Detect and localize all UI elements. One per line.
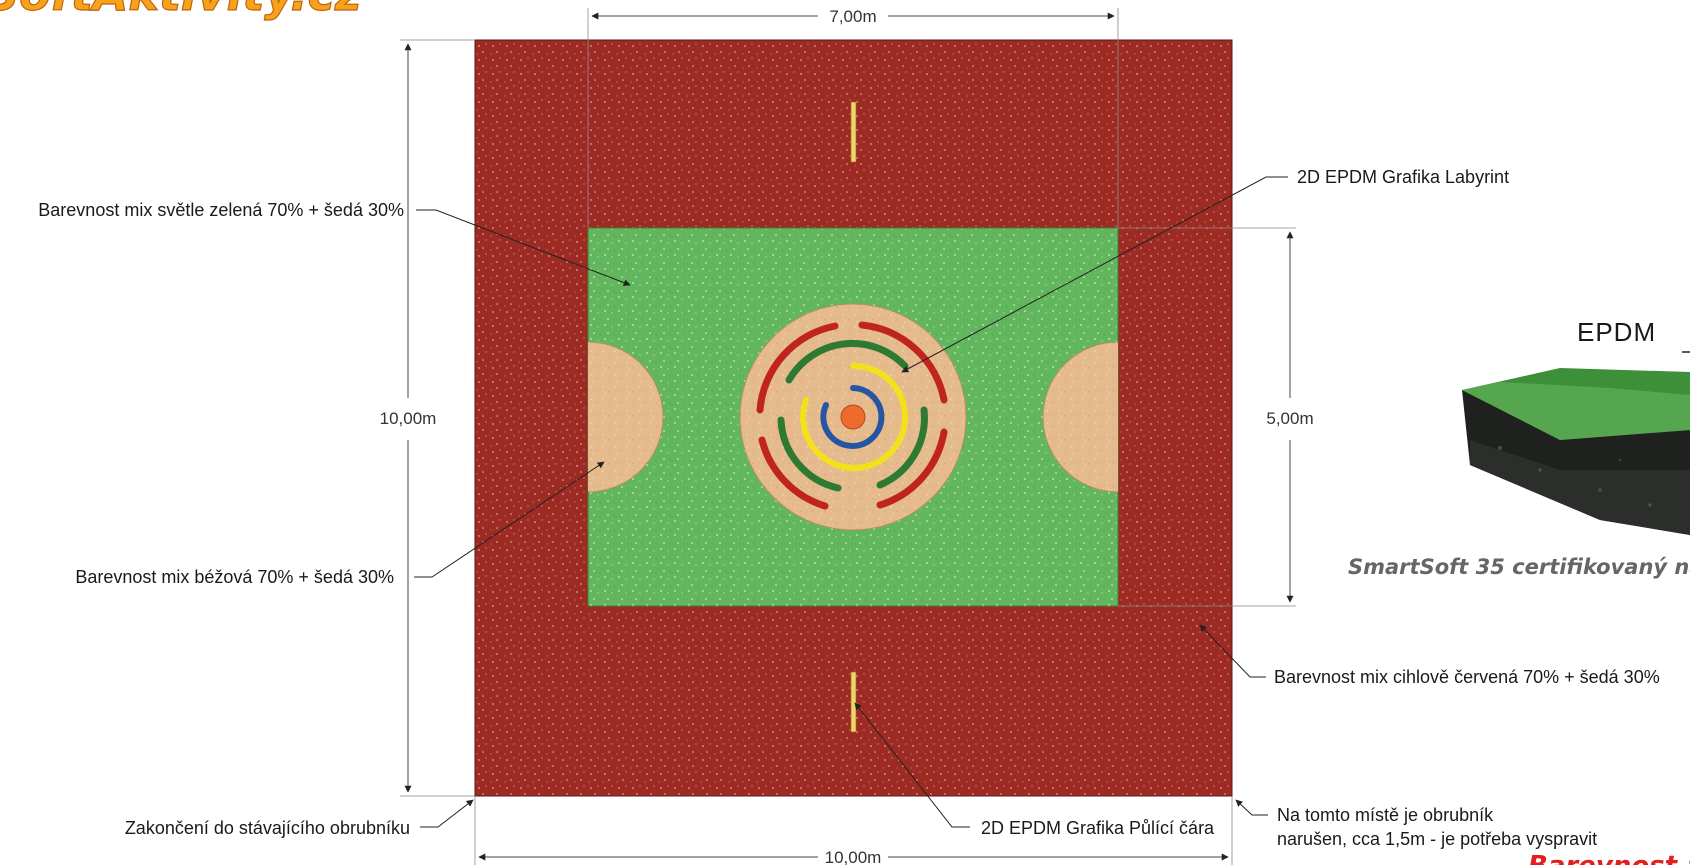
half-line-mark-top xyxy=(850,101,857,163)
dimension-bottom-label: 10,00m xyxy=(825,848,882,865)
leader-half-line xyxy=(854,702,970,828)
dimension-left xyxy=(400,39,475,797)
leader-red-mix xyxy=(1199,624,1266,678)
leader-curb-end xyxy=(420,799,474,828)
dimension-top xyxy=(587,8,1119,228)
product-caption: SmartSoft 35 certifikovaný na xyxy=(1348,555,1690,579)
colorfulness-note-red: Barevnost a xyxy=(1528,851,1690,865)
callout-labyrinth: 2D EPDM Grafika Labyrint xyxy=(1297,167,1509,187)
leader-curb-damaged xyxy=(1235,799,1268,816)
dimension-top-label: 7,00m xyxy=(829,7,876,26)
beige-half-circle-right xyxy=(1042,341,1118,493)
leader-labyrinth xyxy=(901,176,1288,373)
labyrinth-graphic xyxy=(739,303,967,531)
beige-half-circle-left xyxy=(588,341,664,493)
callout-red-mix: Barevnost mix cihlově červená 70% + šedá… xyxy=(1274,667,1660,687)
half-line-mark-bottom xyxy=(850,671,857,733)
dimension-right-label: 5,00m xyxy=(1266,409,1313,428)
callout-half-line: 2D EPDM Grafika Půlící čára xyxy=(981,818,1215,838)
leader-beige-mix xyxy=(414,461,605,578)
brand-title-fragment: SoftAktivity.cz xyxy=(0,0,362,21)
epdm-sample-image xyxy=(1462,368,1690,535)
leader-green-mix xyxy=(416,209,631,286)
callout-curb-end: Zakončení do stávajícího obrubníku xyxy=(125,818,410,838)
dimension-left-label: 10,00m xyxy=(380,409,437,428)
callout-green-mix: Barevnost mix světle zelená 70% + šedá 3… xyxy=(38,200,404,220)
callout-beige-mix: Barevnost mix béžová 70% + šedá 30% xyxy=(75,567,394,587)
dimension-bottom xyxy=(474,796,1233,865)
epdm-label: EPDM xyxy=(1577,317,1656,347)
callout-curb-damaged-line1: Na tomto místě je obrubník xyxy=(1277,805,1494,825)
callout-curb-damaged-line2: narušen, cca 1,5m - je potřeba vyspravit xyxy=(1277,829,1597,849)
dimension-right xyxy=(1118,227,1296,607)
